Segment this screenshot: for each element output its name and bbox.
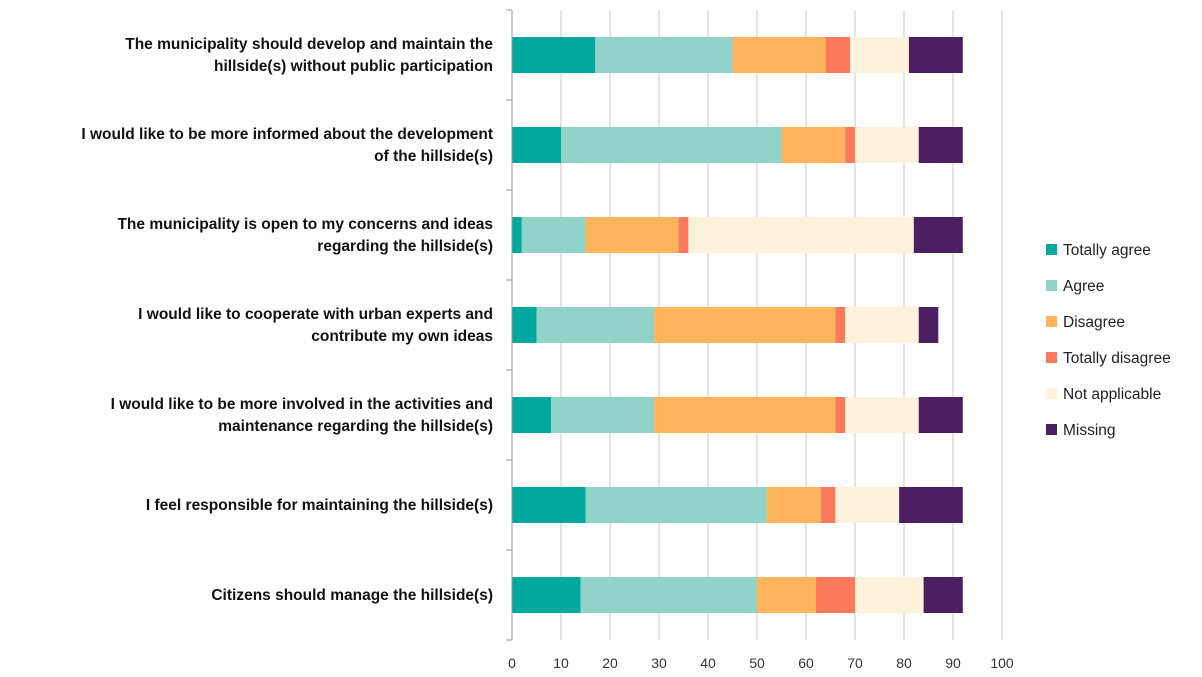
- bar-segment: [536, 307, 655, 343]
- x-tick-label: 90: [945, 655, 961, 671]
- bar-segment: [825, 37, 851, 73]
- x-tick-label: 80: [896, 655, 912, 671]
- bar-segment: [585, 487, 767, 523]
- bar-segment: [918, 127, 963, 163]
- category-label: I feel responsible for maintaining the h…: [146, 497, 493, 514]
- bar-segment: [551, 397, 655, 433]
- x-tick-label: 30: [651, 655, 667, 671]
- bar-segment: [855, 577, 924, 613]
- bar-segment: [835, 397, 846, 433]
- x-tick-label: 50: [749, 655, 765, 671]
- x-tick-label: 100: [990, 655, 1014, 671]
- x-tick-label: 60: [798, 655, 814, 671]
- bar-segment: [845, 307, 919, 343]
- bar-segment: [766, 487, 821, 523]
- legend: Totally agree Agree Disagree Totally disagr…: [1046, 242, 1171, 439]
- category-label: hillside(s) without public participation: [214, 58, 493, 75]
- bar-segment: [899, 487, 963, 523]
- legend-label: Agree: [1063, 278, 1104, 295]
- bar-segment: [781, 127, 846, 163]
- bar-segment: [512, 577, 581, 613]
- x-tick-label: 0: [508, 655, 516, 671]
- bar-segment: [923, 577, 963, 613]
- bar-segment: [585, 217, 679, 253]
- legend-label: Disagree: [1063, 314, 1125, 331]
- bar-segment: [654, 397, 836, 433]
- bar-segment: [845, 127, 855, 163]
- bar-segment: [561, 127, 782, 163]
- bar-segment: [732, 37, 826, 73]
- legend-label: Not applicable: [1063, 386, 1161, 403]
- legend-swatch: [1046, 352, 1057, 363]
- bar-segment: [913, 217, 963, 253]
- bar-segment: [678, 217, 689, 253]
- axes: [506, 9, 513, 641]
- legend-label: Totally agree: [1063, 242, 1151, 259]
- category-label: I would like to be more informed about t…: [81, 126, 493, 143]
- bar-segment: [820, 487, 836, 523]
- bar-segment: [908, 37, 963, 73]
- bar-segment: [521, 217, 586, 253]
- category-label: The municipality should develop and main…: [125, 36, 493, 53]
- bar-segment: [512, 217, 522, 253]
- x-tick-label: 40: [700, 655, 716, 671]
- category-label: maintenance regarding the hillside(s): [218, 418, 493, 435]
- bar-segment: [855, 127, 919, 163]
- bar-segment: [688, 217, 914, 253]
- category-label: regarding the hillside(s): [317, 238, 493, 255]
- bar-segment: [757, 577, 816, 613]
- legend-swatch: [1046, 388, 1057, 399]
- x-tick-label: 70: [847, 655, 863, 671]
- category-label: contribute my own ideas: [311, 328, 493, 345]
- category-label: The municipality is open to my concerns …: [117, 216, 493, 233]
- bar-segment: [918, 307, 939, 343]
- bar-segment: [845, 397, 919, 433]
- bar-segment: [595, 37, 733, 73]
- bar-segment: [835, 307, 846, 343]
- category-label: I would like to cooperate with urban exp…: [138, 306, 493, 323]
- bar-segment: [512, 487, 586, 523]
- bar-segment: [512, 127, 561, 163]
- bar-segment: [850, 37, 909, 73]
- legend-label: Totally disagree: [1063, 350, 1171, 367]
- legend-swatch: [1046, 280, 1057, 291]
- category-label: of the hillside(s): [374, 148, 493, 165]
- bar-segment: [580, 577, 757, 613]
- bar-segment: [815, 577, 855, 613]
- x-tick-label: 20: [602, 655, 618, 671]
- legend-swatch: [1046, 244, 1057, 255]
- bar-segment: [918, 397, 963, 433]
- category-label: Citizens should manage the hillside(s): [211, 587, 493, 604]
- bar-segment: [512, 37, 596, 73]
- bar-segment: [512, 397, 552, 433]
- bar-segment: [512, 307, 537, 343]
- category-label: I would like to be more involved in the …: [111, 396, 493, 413]
- legend-swatch: [1046, 316, 1057, 327]
- bars: [512, 37, 963, 613]
- category-labels: The municipality should develop and main…: [81, 36, 493, 604]
- legend-label: Missing: [1063, 422, 1116, 439]
- x-tick-label: 10: [553, 655, 569, 671]
- bar-segment: [835, 487, 900, 523]
- bar-segment: [654, 307, 836, 343]
- legend-swatch: [1046, 424, 1057, 435]
- x-tick-labels: 0 10 20 30 40 50 60 70 80 90 100: [508, 655, 1014, 671]
